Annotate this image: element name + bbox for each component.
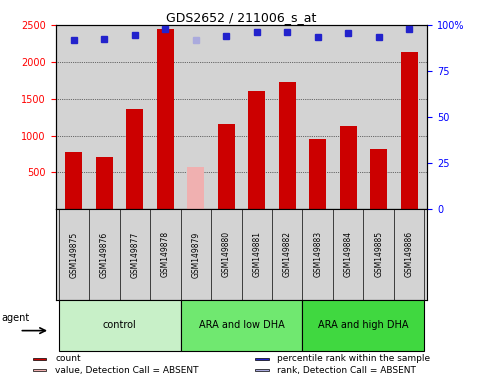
Text: GSM149879: GSM149879 [191,231,200,278]
Bar [33,369,46,371]
Text: GSM149875: GSM149875 [70,231,78,278]
FancyBboxPatch shape [302,300,425,351]
Bar [187,167,204,209]
Text: GSM149881: GSM149881 [252,232,261,277]
Text: ARA and high DHA: ARA and high DHA [318,320,409,331]
Bar [66,152,82,209]
Bar [309,139,326,209]
Text: GSM149882: GSM149882 [283,232,292,277]
Bar [370,149,387,209]
Bar [255,369,269,371]
Text: ARA and low DHA: ARA and low DHA [199,320,284,331]
Bar [157,30,174,209]
Text: count: count [55,354,81,363]
Text: percentile rank within the sample: percentile rank within the sample [277,354,430,363]
Bar [255,358,269,359]
Bar [33,358,46,359]
FancyBboxPatch shape [181,300,302,351]
Text: GSM149880: GSM149880 [222,231,231,278]
Bar [279,82,296,209]
Bar [401,52,417,209]
Text: control: control [103,320,136,331]
Text: GSM149883: GSM149883 [313,231,322,278]
Text: GSM149877: GSM149877 [130,231,139,278]
Bar [127,109,143,209]
Bar [248,91,265,209]
Title: GDS2652 / 211006_s_at: GDS2652 / 211006_s_at [166,11,317,24]
Text: GSM149885: GSM149885 [374,231,383,278]
Bar [96,157,113,209]
Bar [218,124,235,209]
Text: GSM149876: GSM149876 [100,231,109,278]
FancyBboxPatch shape [58,300,181,351]
Text: agent: agent [1,313,29,323]
Text: GSM149886: GSM149886 [405,231,413,278]
Text: value, Detection Call = ABSENT: value, Detection Call = ABSENT [55,366,199,375]
Bar [340,126,356,209]
Text: GSM149878: GSM149878 [161,231,170,278]
Text: GSM149884: GSM149884 [344,231,353,278]
Text: rank, Detection Call = ABSENT: rank, Detection Call = ABSENT [277,366,416,375]
